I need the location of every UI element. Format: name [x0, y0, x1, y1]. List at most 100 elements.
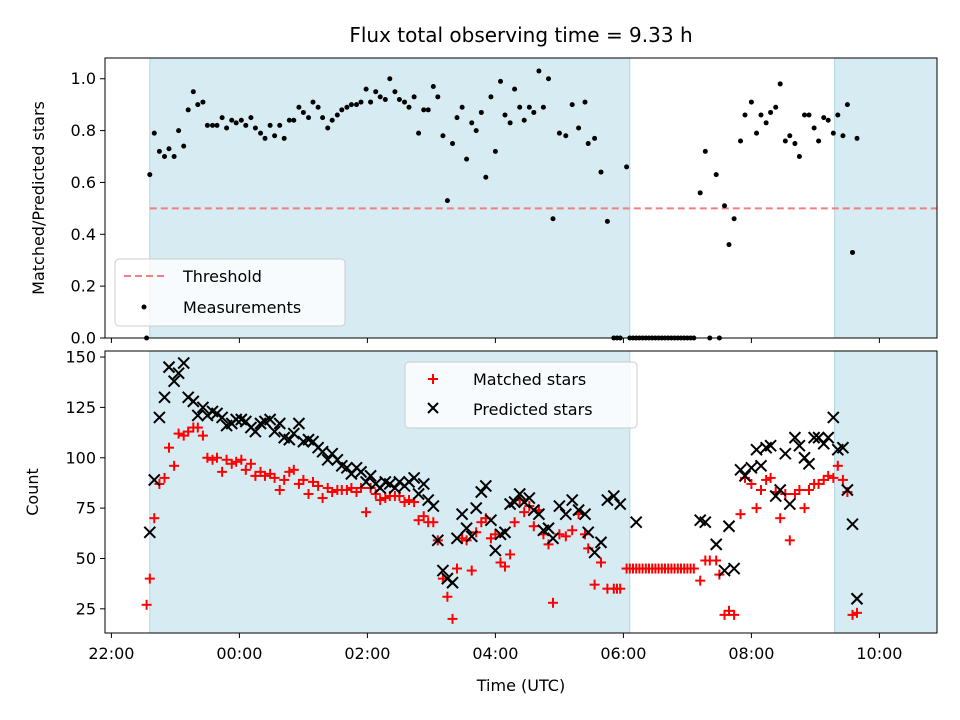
measurement-point — [787, 133, 793, 139]
measurement-point — [464, 156, 470, 162]
top-y-axis: 0.0 0.2 0.4 0.6 0.8 1.0 — [71, 69, 105, 348]
matched-point — [688, 563, 699, 574]
y-tick-label: 0.8 — [71, 121, 96, 140]
predicted-point — [850, 592, 864, 605]
bottom-x-axis: 22:00 00:00 02:00 04:00 06:00 08:00 10:00 — [88, 633, 902, 663]
predicted-point — [572, 503, 585, 517]
matched-point — [751, 503, 762, 514]
threshold-legend-label: Threshold — [182, 267, 262, 286]
measurement-point — [243, 122, 249, 128]
measurement-point — [454, 115, 460, 121]
predicted-point — [841, 483, 854, 497]
measurement-point — [473, 128, 479, 134]
matched-point — [615, 583, 626, 594]
predicted-point — [532, 507, 546, 521]
matched-legend-label: Matched stars — [473, 370, 586, 389]
top-y-axis-label: Matched/Predicted stars — [29, 101, 48, 295]
measurement-point — [315, 104, 321, 110]
measurement-point — [382, 96, 388, 102]
measurement-point — [502, 112, 508, 118]
predicted-point — [553, 499, 566, 513]
measurement-point — [190, 89, 196, 95]
matched-point — [327, 487, 338, 497]
measurement-point — [435, 94, 441, 100]
measurement-point — [248, 115, 254, 121]
measurement-point — [238, 117, 244, 123]
measurement-point — [469, 120, 475, 126]
matched-point — [596, 557, 606, 568]
matched-point — [303, 489, 314, 500]
top-x-ticks — [110, 338, 880, 343]
matched-point — [519, 507, 530, 518]
matched-point — [428, 517, 439, 528]
predicted-point — [292, 417, 306, 430]
measurement-point — [592, 135, 598, 141]
measurement-point — [459, 104, 465, 110]
y-tick-label: 150 — [65, 348, 96, 367]
measurement-point — [181, 143, 187, 149]
measurement-point — [286, 117, 292, 123]
measurement-point — [306, 115, 312, 121]
measurement-point — [498, 78, 504, 84]
predicted-point — [475, 485, 488, 499]
matched-point — [794, 484, 805, 495]
x-axis-label: Time (UTC) — [476, 676, 565, 695]
measurement-point — [368, 99, 374, 105]
predicted-point — [321, 453, 334, 466]
predicted-point — [143, 526, 157, 539]
y-tick-label: 0.2 — [71, 277, 96, 296]
matched-point — [279, 474, 290, 485]
predicted-point — [354, 465, 368, 479]
matched-point — [724, 605, 734, 616]
measurement-point — [421, 107, 427, 113]
predicted-point — [172, 366, 185, 380]
measurement-point — [358, 99, 364, 105]
predicted-point — [769, 489, 782, 503]
predicted-point — [734, 463, 747, 477]
predicted-legend-swatch — [427, 402, 439, 414]
measurement-point — [816, 138, 822, 144]
measurement-point — [763, 120, 769, 126]
predicted-point — [508, 495, 521, 509]
predicted-point — [436, 564, 450, 577]
measurement-point — [334, 112, 340, 118]
measurement-point — [416, 130, 422, 136]
measurement-point — [373, 89, 379, 95]
y-tick-label: 0.6 — [71, 173, 96, 192]
measurement-point — [796, 154, 802, 160]
measurement-point — [844, 102, 850, 108]
predicted-point — [153, 411, 166, 424]
matched-point — [528, 521, 539, 532]
matched-point — [442, 591, 453, 602]
matched-point — [192, 422, 203, 433]
matched-point — [509, 517, 520, 528]
predicted-point — [802, 457, 816, 471]
matched-point — [356, 482, 366, 493]
matched-point — [543, 539, 554, 550]
matched-star-markers — [141, 422, 862, 624]
measurement-point — [387, 76, 393, 82]
measurement-point — [702, 148, 708, 154]
measurement-point — [440, 133, 446, 139]
y-tick-label: 25 — [76, 599, 96, 618]
measurement-point — [536, 68, 542, 74]
measurement-point — [777, 81, 783, 87]
measurement-point — [329, 117, 335, 123]
measurement-point — [339, 107, 345, 113]
predicted-point — [513, 487, 526, 501]
matched-point — [240, 464, 251, 475]
matched-legend-swatch — [428, 374, 438, 384]
matched-point — [560, 531, 571, 542]
predicted-point — [162, 360, 176, 374]
predicted-point — [167, 375, 181, 388]
y-tick-label: 0.0 — [71, 329, 96, 348]
matched-point — [250, 470, 261, 481]
measurement-point — [224, 125, 230, 131]
matched-point — [548, 597, 558, 608]
measurement-point — [320, 115, 326, 121]
chart-title: Flux total observing time = 9.33 h — [349, 23, 692, 47]
matched-point — [197, 430, 208, 441]
matched-point — [173, 428, 184, 439]
measurement-point — [507, 120, 513, 126]
measurement-point — [850, 249, 856, 255]
